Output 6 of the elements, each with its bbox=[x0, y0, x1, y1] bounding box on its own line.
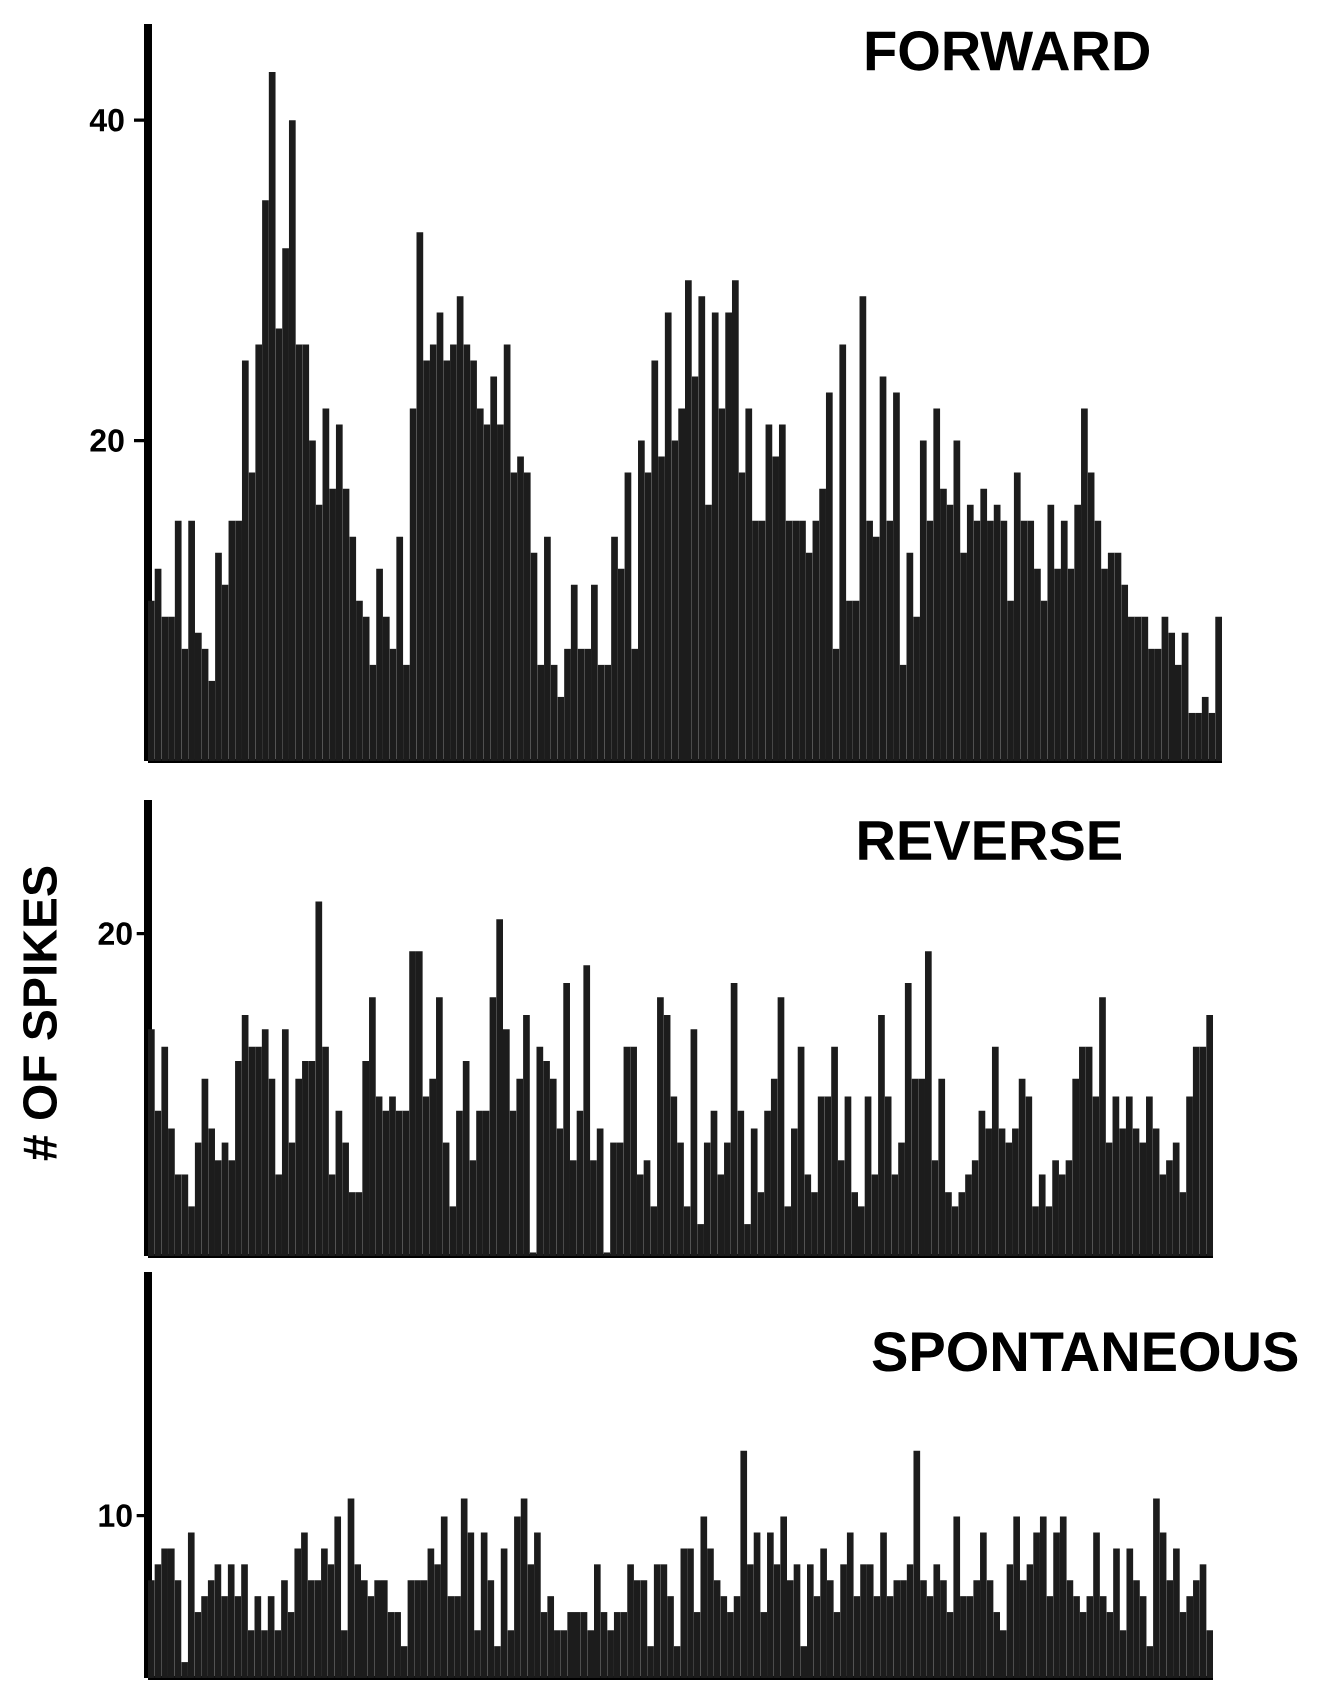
chart-title: REVERSE bbox=[859, 820, 1121, 861]
y-tick-label: 40 bbox=[89, 108, 124, 132]
chart-title: SPONTANEOUS bbox=[872, 1331, 1298, 1372]
text: 10 bbox=[99, 1504, 132, 1527]
y-axis-title: # OF SPIKES bbox=[23, 866, 57, 1161]
chart-title: FORWARD bbox=[866, 31, 1149, 71]
